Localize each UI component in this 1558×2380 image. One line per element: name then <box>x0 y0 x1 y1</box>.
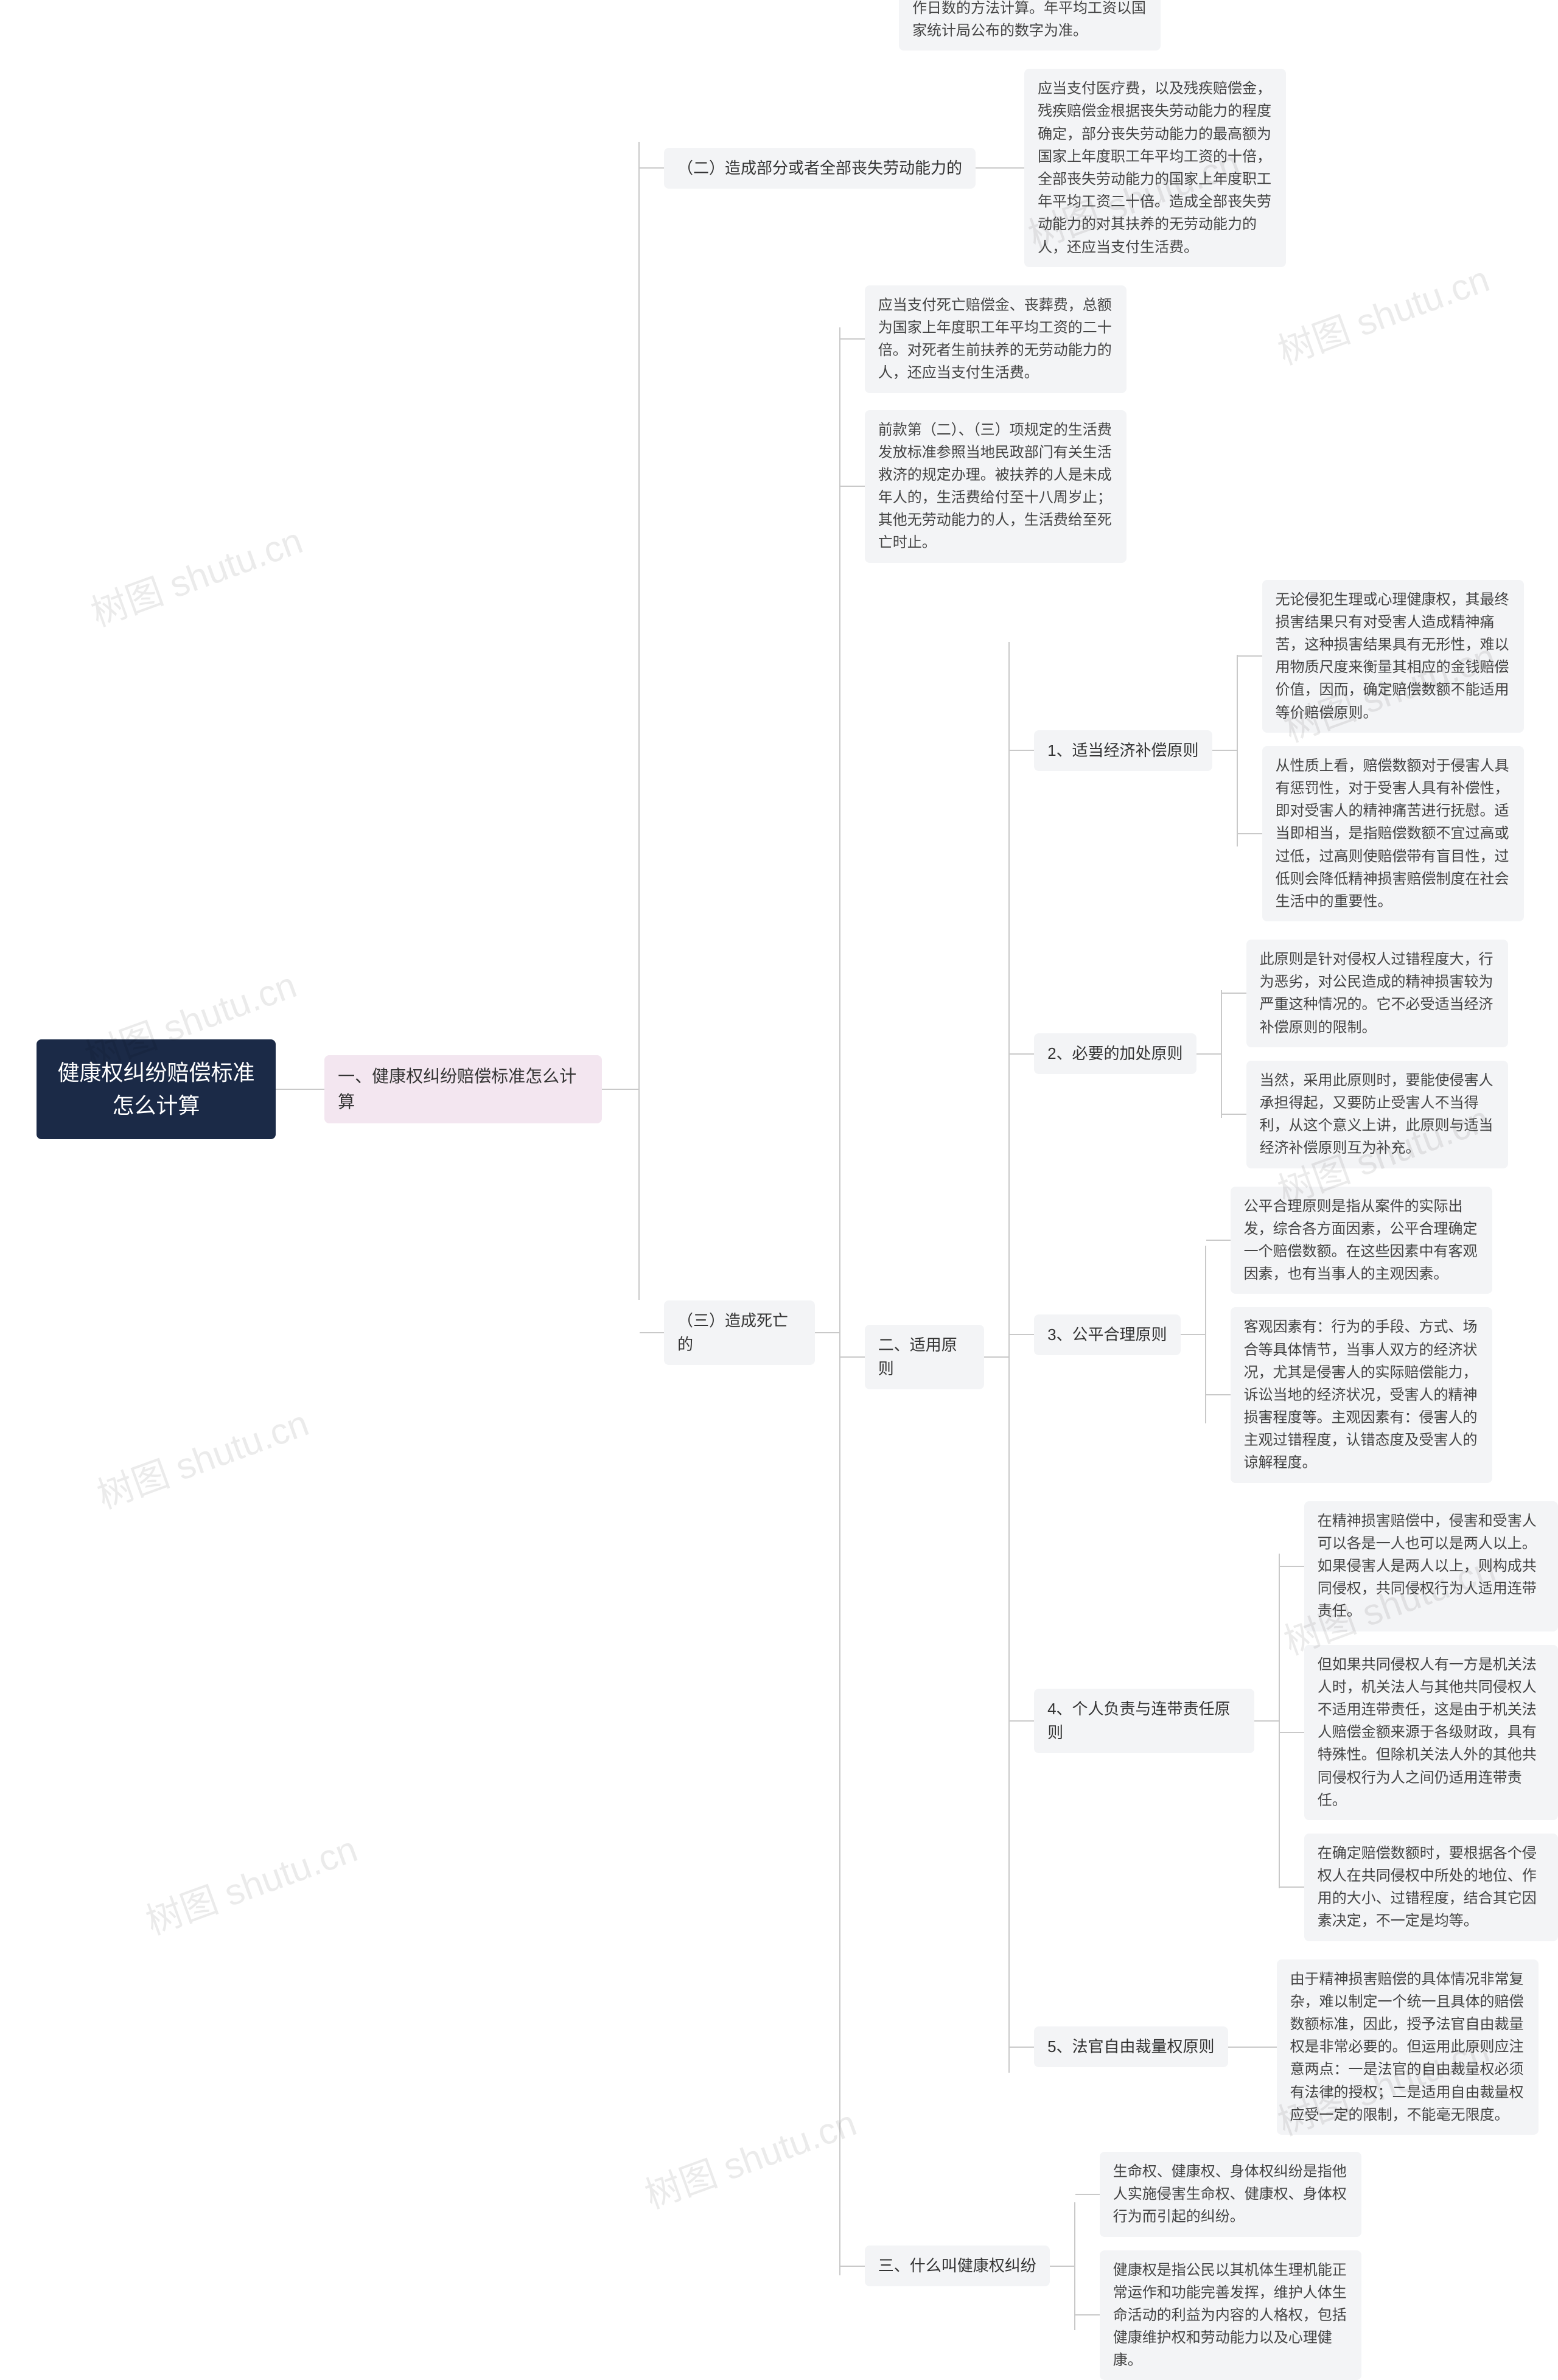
sec2-item-0: 应当支付医疗费，以及残疾赔偿金，残疾赔偿金根据丧失劳动能力的程度确定，部分丧失劳… <box>1024 69 1286 267</box>
sec1-item-1: 国家上年度职工日平均工资数额，应当以职工年平均工资除以全年法定工作日数的方法计算… <box>899 0 1161 51</box>
sec2-title: （二）造成部分或者全部丧失劳动能力的 <box>664 148 976 189</box>
branch-sec2: （二）造成部分或者全部丧失劳动能力的 应当支付医疗费，以及残疾赔偿金，残疾赔偿金… <box>640 69 1558 267</box>
level2-children: （一）造成身体伤害的 应当支付医疗费，以及赔偿因误工减少的收入。减少的收入每日的… <box>640 0 1558 2380</box>
principles-title: 二、适用原则 <box>865 1325 984 1389</box>
what-title: 三、什么叫健康权纠纷 <box>865 2246 1050 2286</box>
p4-item-2: 在确定赔偿数额时，要根据各个侵权人在共同侵权中所处的地位、作用的大小、过错程度，… <box>1304 1834 1558 1941</box>
level1-node: 一、健康权纠纷赔偿标准怎么计算 <box>324 1055 602 1123</box>
mindmap-root-container: 健康权纠纷赔偿标准怎么计算 一、健康权纠纷赔偿标准怎么计算 （一）造成身体伤害的… <box>37 37 1558 2142</box>
p3-title: 3、公平合理原则 <box>1034 1314 1180 1355</box>
p5-title: 5、法官自由裁量权原则 <box>1034 2026 1228 2067</box>
sec3-intro-1: 前款第（二）、（三）项规定的生活费发放标准参照当地民政部门有关生活救济的规定办理… <box>865 410 1127 563</box>
branch-principles: 二、适用原则 1、适当经济补偿原则 无论侵犯生理或心理健康权，其最终损害结果只有… <box>840 580 1558 2135</box>
what-item-0: 生命权、健康权、身体权纠纷是指他人实施侵害生命权、健康权、身体权行为而引起的纠纷… <box>1100 2152 1361 2237</box>
p2-title: 2、必要的加处原则 <box>1034 1033 1196 1074</box>
p3-item-0: 公平合理原则是指从案件的实际出发，综合各方面因素，公平合理确定一个赔偿数额。在这… <box>1231 1187 1492 1294</box>
p5-item-0: 由于精神损害赔偿的具体情况非常复杂，难以制定一个统一且具体的赔偿数额标准，因此，… <box>1277 1959 1539 2135</box>
branch-what: 三、什么叫健康权纠纷 生命权、健康权、身体权纠纷是指他人实施侵害生命权、健康权、… <box>840 2152 1558 2380</box>
root-node: 健康权纠纷赔偿标准怎么计算 <box>37 1039 276 1139</box>
p1-title: 1、适当经济补偿原则 <box>1034 730 1212 771</box>
p2-item-0: 此原则是针对侵权人过错程度大，行为恶劣，对公民造成的精神损害较为严重这种情况的。… <box>1246 940 1508 1047</box>
p4-item-0: 在精神损害赔偿中，侵害和受害人可以各是一人也可以是两人以上。如果侵害人是两人以上… <box>1304 1501 1558 1631</box>
connector <box>602 1089 638 1090</box>
connector <box>276 1089 324 1090</box>
p2-item-1: 当然，采用此原则时，要能使侵害人承担得起，又要防止受害人不当得利，从这个意义上讲… <box>1246 1061 1508 1168</box>
branch-sec3: （三）造成死亡的 应当支付死亡赔偿金、丧葬费，总额为国家上年度职工年平均工资的二… <box>640 285 1558 2380</box>
p4-item-1: 但如果共同侵权人有一方是机关法人时，机关法人与其他共同侵权人不适用连带责任，这是… <box>1304 1645 1558 1820</box>
p1-item-1: 从性质上看，赔偿数额对于侵害人具有惩罚性，对于受害人具有补偿性，即对受害人的精神… <box>1262 746 1524 921</box>
branch-sec1: （一）造成身体伤害的 应当支付医疗费，以及赔偿因误工减少的收入。减少的收入每日的… <box>640 0 1558 51</box>
p4-title: 4、个人负责与连带责任原则 <box>1034 1689 1254 1753</box>
what-item-1: 健康权是指公民以其机体生理机能正常运作和功能完善发挥，维护人体生命活动的利益为内… <box>1100 2250 1361 2380</box>
sec3-title: （三）造成死亡的 <box>664 1300 815 1365</box>
p3-item-1: 客观因素有：行为的手段、方式、场合等具体情节，当事人双方的经济状况，尤其是侵害人… <box>1231 1307 1492 1482</box>
sec3-intro-0: 应当支付死亡赔偿金、丧葬费，总额为国家上年度职工年平均工资的二十倍。对死者生前扶… <box>865 285 1127 393</box>
p1-item-0: 无论侵犯生理或心理健康权，其最终损害结果只有对受害人造成精神痛苦，这种损害结果具… <box>1262 580 1524 733</box>
